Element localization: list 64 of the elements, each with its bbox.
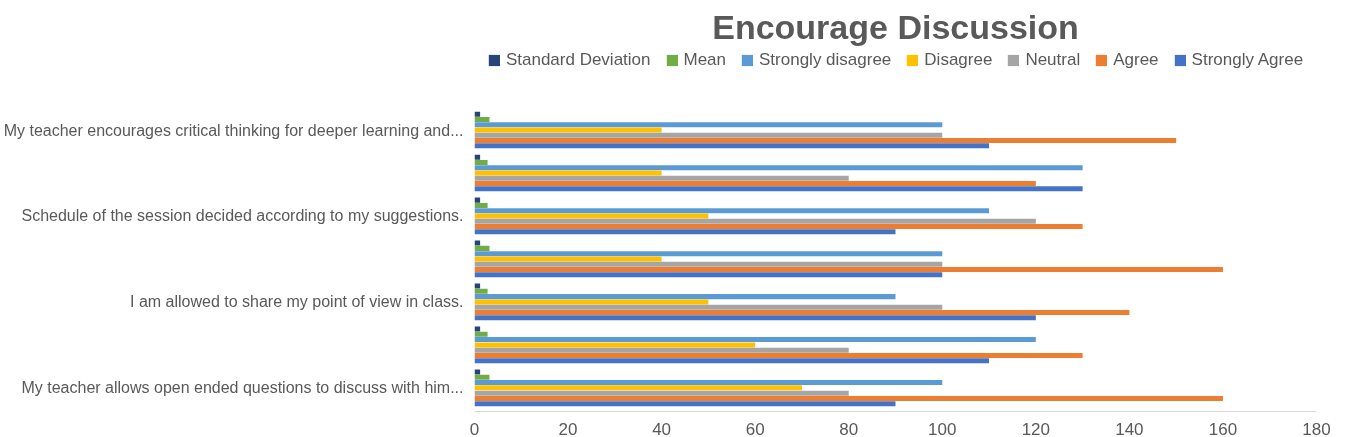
bar [474,304,943,310]
x-tick-label: 20 [558,419,578,437]
bar [474,159,488,165]
bar [474,347,849,353]
bar [474,175,849,181]
bar [474,266,1223,272]
bar [474,224,1083,230]
bar [474,401,896,407]
bar [474,116,490,122]
bar [474,380,943,386]
legend-label: Standard Deviation [505,50,651,70]
bar [474,122,943,128]
bar [474,342,756,348]
bar [474,186,1083,192]
bar [474,143,990,149]
bar [474,331,488,337]
bar [474,309,1130,315]
y-tick-label: My teacher allows open ended questions to discuss with him... [21,379,464,397]
bar [474,261,943,267]
chart-title: Encourage Discussion [712,7,1079,46]
bar [474,202,488,208]
bar [474,229,896,235]
bar [474,352,1083,358]
bar [474,374,490,380]
bar [474,315,1036,321]
legend-label: Mean [683,50,727,70]
bar [474,288,488,294]
y-tick-label: Schedule of the session decided according to my suggestions. [21,207,464,225]
bar [474,385,802,391]
x-tick-label: 100 [928,419,957,437]
legend-label: Agree [1113,50,1159,70]
bar [474,294,896,300]
x-tick-label: 80 [839,419,859,437]
bar [474,358,990,364]
bar [474,127,662,133]
bar [474,170,662,176]
bar [474,213,709,219]
bar [474,251,943,257]
legend-label: Disagree [924,50,993,70]
bar [474,390,849,396]
x-tick-label: 140 [1115,419,1144,437]
x-tick-label: 60 [745,419,765,437]
bar [474,165,1083,171]
x-tick-label: 40 [652,419,672,437]
bar [474,138,1177,144]
x-tick-label: 160 [1208,419,1238,437]
legend-label: Strongly disagree [759,50,892,70]
bar [474,218,1036,224]
y-tick-label: I am allowed to share my point of view in class. [130,293,464,311]
y-tick-label: My teacher encourages critical thinking for deeper learning and... [3,121,464,139]
bar [474,272,943,278]
bar [474,132,943,138]
bar [474,395,1223,401]
bar [474,245,490,251]
bar [474,256,662,262]
bar [474,208,990,214]
bar [474,181,1036,187]
x-tick-label: 0 [469,419,480,437]
bar [474,299,709,305]
legend-label: Strongly Agree [1191,50,1304,70]
legend-label: Neutral [1025,50,1081,70]
bar [474,337,1036,343]
x-tick-label: 180 [1302,419,1331,437]
x-tick-label: 120 [1021,419,1051,437]
